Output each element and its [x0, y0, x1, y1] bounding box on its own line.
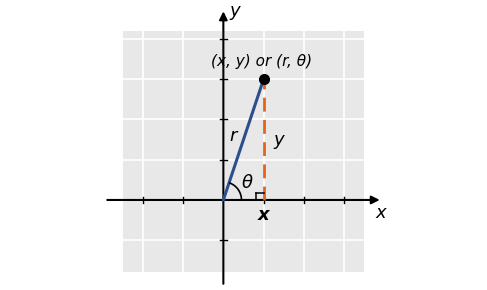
Text: x: x	[375, 204, 386, 222]
Text: x: x	[258, 206, 269, 224]
Text: y: y	[274, 130, 284, 148]
Text: (x, y) or (r, θ): (x, y) or (r, θ)	[211, 54, 312, 69]
Text: θ: θ	[242, 174, 253, 192]
Text: r: r	[229, 127, 237, 145]
Text: y: y	[229, 2, 240, 20]
Bar	[123, 31, 364, 273]
